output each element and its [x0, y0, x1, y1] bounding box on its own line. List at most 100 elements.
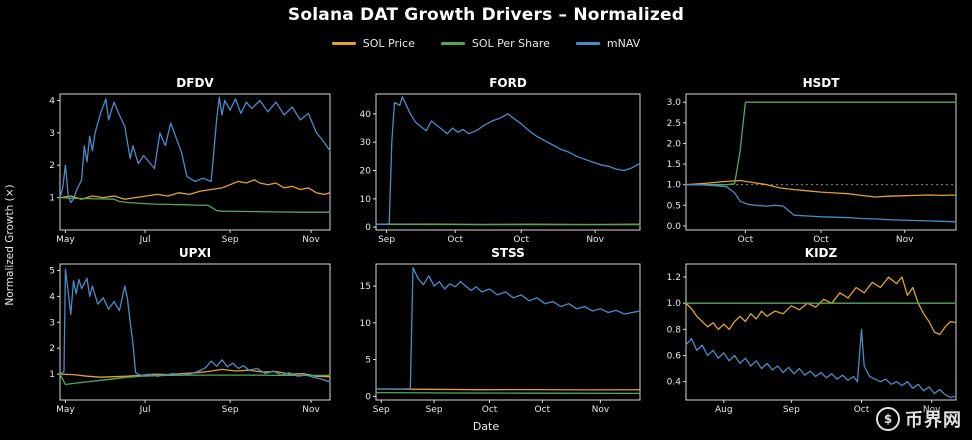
series-line-sol-per-share [59, 373, 331, 386]
sol-price-line-icon [331, 42, 356, 45]
x-tick-label: Oct [447, 235, 463, 245]
subplot-title-upxi: UPXI [178, 246, 212, 260]
x-tick-label: Nov [592, 405, 610, 415]
series-line-sol-price [685, 276, 957, 336]
y-tick-label: 30 [360, 138, 372, 148]
y-tick-label: 0.5 [667, 201, 681, 211]
x-axis-label: Date [472, 420, 500, 433]
y-tick-label: 5 [365, 356, 371, 366]
x-tick-label: Jul [139, 235, 151, 245]
x-tick-label: Sep [783, 405, 800, 415]
y-tick-label: 3 [49, 318, 55, 328]
y-tick-label: 0.8 [667, 325, 682, 335]
y-tick-label: 1.5 [667, 160, 681, 170]
x-tick-label: May [56, 235, 75, 245]
subplot-kidz: KIDZ 0.4 0.6 0.8 1.0 1.2 Aug Sep Oct Nov [652, 246, 964, 416]
y-tick-label: 0 [365, 223, 371, 233]
subplot-title-stss: STSS [491, 246, 525, 260]
series-line-sol-per-share [375, 391, 641, 395]
y-tick-label: 0.6 [667, 352, 682, 362]
y-tick-label: 10 [360, 319, 372, 329]
mnav-line-icon [575, 42, 600, 45]
x-tick-label: Sep [222, 405, 239, 415]
plot-frame [685, 93, 957, 231]
legend-label-sol-price: SOL Price [362, 37, 415, 50]
x-tick-label: Sep [373, 405, 390, 415]
y-tick-label: 0 [365, 392, 371, 402]
subplot-stss: STSS 0 5 10 15 Sep Sep Oct Oct Nov [342, 246, 648, 416]
y-tick-label: 1.0 [667, 299, 682, 309]
subplot-ford: FORD 0 10 20 30 40 Sep Oct Oct Nov [342, 76, 648, 246]
subplot-title-dfdv: DFDV [176, 76, 214, 90]
x-tick-label: Nov [923, 405, 941, 415]
y-tick-label: 5 [49, 266, 55, 276]
subplot-title-kidz: KIDZ [804, 246, 838, 260]
y-tick-label: 1 [49, 194, 55, 204]
subplot-canvas-kidz: 0.4 0.6 0.8 1.0 1.2 Aug Sep Oct Nov [667, 263, 957, 415]
plot-frame [375, 93, 641, 231]
x-tick-label: Oct [854, 405, 870, 415]
series-line-mnav [685, 184, 957, 223]
y-tick-label: 15 [360, 282, 371, 292]
y-tick-label: 2 [49, 161, 55, 171]
subplot-canvas-ford: 0 10 20 30 40 Sep Oct Oct Nov [360, 93, 641, 245]
series-line-mnav [685, 328, 957, 399]
x-tick-label: Sep [222, 235, 239, 245]
subplot-canvas-hsdt: 0.0 0.5 1.0 1.5 2.0 2.5 3.0 Oct Oct Nov [667, 93, 957, 245]
subplot-canvas-upxi: 1 2 3 4 5 May Jul Sep Nov [49, 263, 331, 415]
chart-title: Solana DAT Growth Drivers – Normalized [287, 5, 685, 25]
y-tick-label: 20 [360, 167, 372, 177]
y-tick-label: 0.0 [667, 222, 682, 232]
y-tick-label: 4 [49, 96, 55, 106]
x-tick-label: Oct [535, 405, 551, 415]
legend-label-mnav: mNAV [606, 37, 641, 50]
subplot-hsdt: HSDT 0.0 0.5 1.0 1.5 2.0 2.5 3.0 Oct Oct Nov [652, 76, 964, 246]
y-tick-label: 40 [360, 110, 372, 120]
x-tick-label: Nov [302, 235, 320, 245]
subplot-canvas-dfdv: 1 2 3 4 May Jul Sep Nov [49, 93, 331, 245]
y-tick-label: 1 [49, 370, 55, 380]
sol-per-share-line-icon [440, 42, 465, 45]
coin-icon: $ [876, 407, 900, 431]
legend-label-sol-per-share: SOL Per Share [471, 37, 550, 50]
series-line-mnav [375, 267, 641, 390]
y-tick-label: 4 [49, 292, 55, 302]
x-tick-label: Sep [378, 235, 395, 245]
plot-frame [59, 93, 331, 231]
x-tick-label: Oct [738, 235, 754, 245]
y-tick-label: 3.0 [667, 98, 682, 108]
series-line-sol-price [375, 388, 641, 391]
plot-frame [59, 263, 331, 401]
subplot-title-hsdt: HSDT [802, 76, 840, 90]
legend-item-sol-per-share: SOL Per Share [440, 37, 550, 50]
y-tick-label: 10 [360, 195, 372, 205]
series-line-mnav [375, 96, 641, 225]
plot-frame [375, 263, 641, 401]
plot-frame [685, 263, 957, 401]
y-tick-label: 2 [49, 344, 55, 354]
x-tick-label: May [56, 405, 75, 415]
y-axis-label: Normalized Growth (×) [4, 184, 16, 306]
y-tick-label: 2.0 [667, 139, 682, 149]
coin-glyph: $ [883, 412, 893, 426]
x-tick-label: Aug [715, 405, 733, 415]
x-tick-label: Sep [426, 405, 443, 415]
x-tick-label: Nov [302, 405, 320, 415]
x-tick-label: Nov [896, 235, 914, 245]
legend: SOL Price SOL Per Share mNAV [0, 37, 972, 50]
subplot-dfdv: DFDV 1 2 3 4 May Jul Sep Nov [26, 76, 338, 246]
series-line-sol-price [685, 179, 957, 198]
x-tick-label: Nov [586, 235, 604, 245]
x-tick-label: Oct [813, 235, 829, 245]
y-tick-label: 1.0 [667, 181, 682, 191]
series-line-sol-price [59, 179, 331, 200]
x-tick-label: Jul [139, 405, 151, 415]
series-line-mnav [59, 268, 331, 383]
series-line-sol-per-share [685, 101, 957, 186]
x-tick-label: Oct [482, 405, 498, 415]
legend-item-sol-price: SOL Price [331, 37, 415, 50]
legend-item-mnav: mNAV [575, 37, 641, 50]
y-tick-label: 3 [49, 129, 55, 139]
watermark-text: 币界网 [905, 410, 962, 431]
